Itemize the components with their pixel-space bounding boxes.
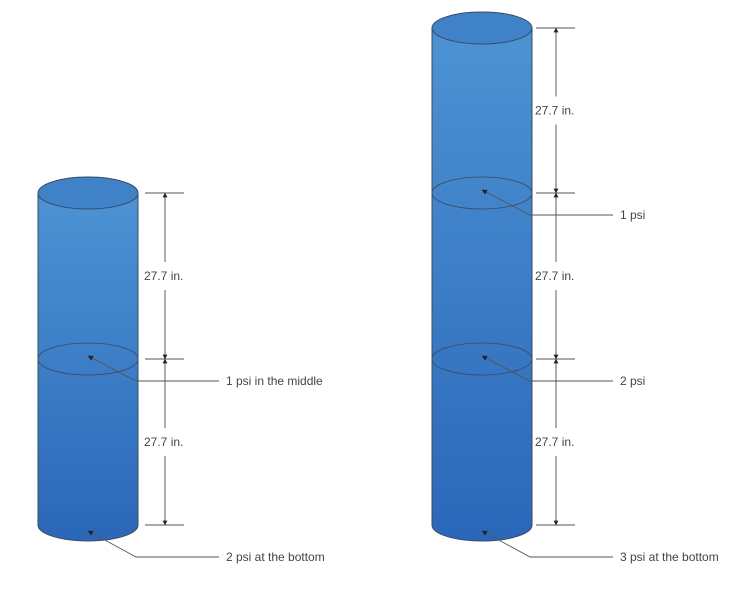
short-column: 27.7 in. 27.7 in. 1 psi in the middle 2 psi… — [37, 176, 325, 564]
callout-leader — [87, 530, 219, 558]
level-ring — [37, 342, 139, 376]
pressure-callout: 1 psi in the middle — [226, 374, 323, 388]
segment-height-label: 27.7 in. — [144, 269, 183, 283]
water-surface — [431, 11, 533, 45]
segment-height-label: 27.7 in. — [535, 269, 574, 283]
pressure-callout: 1 psi — [620, 208, 645, 222]
water-surface — [37, 176, 139, 210]
callout-leader — [481, 355, 613, 382]
pressure-callout: 3 psi at the bottom — [620, 550, 719, 564]
pressure-callout: 2 psi — [620, 374, 645, 388]
water-column-body — [431, 27, 533, 542]
callout-leader — [481, 530, 613, 558]
level-ring — [431, 176, 533, 210]
callout-leader — [481, 189, 613, 216]
pressure-callout: 2 psi at the bottom — [226, 550, 325, 564]
callout-leader — [87, 355, 219, 382]
segment-height-label: 27.7 in. — [144, 435, 183, 449]
segment-height-label: 27.7 in. — [535, 435, 574, 449]
level-ring — [431, 342, 533, 376]
tall-column: 27.7 in. 27.7 in. 27.7 in. 1 psi 2 psi 3 psi … — [431, 11, 719, 564]
segment-height-label: 27.7 in. — [535, 104, 574, 118]
water-column-body — [37, 192, 139, 542]
